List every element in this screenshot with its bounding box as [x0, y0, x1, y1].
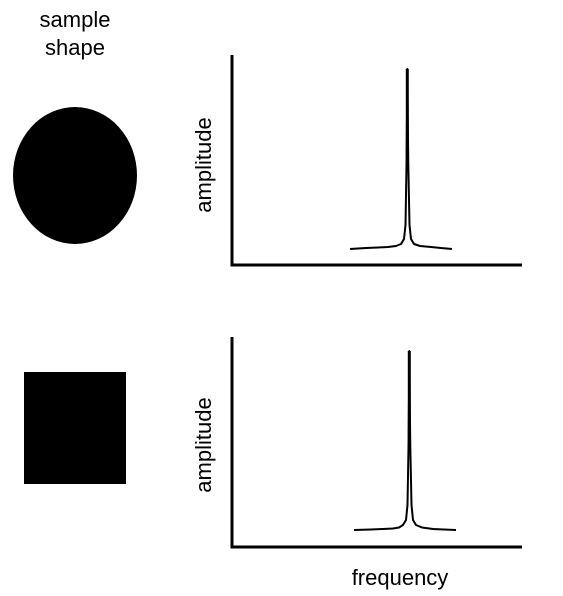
sample-shape-header: sample shape [0, 6, 150, 62]
header-line-sample: sample [39, 7, 111, 32]
circle-sample-shape [13, 107, 137, 244]
amplitude-axis-label-bottom: amplitude [191, 397, 216, 493]
amplitude-axis-label-top: amplitude [191, 117, 216, 213]
spectrum-curve-top [349, 68, 453, 250]
spectrum-curve-bottom [353, 350, 457, 531]
square-sample-shape [24, 372, 126, 484]
frequency-axis-label: frequency [351, 565, 449, 590]
header-line-shape: shape [45, 35, 105, 60]
spectrum-plot-circle [230, 55, 522, 267]
spectrum-plot-square [230, 337, 522, 549]
